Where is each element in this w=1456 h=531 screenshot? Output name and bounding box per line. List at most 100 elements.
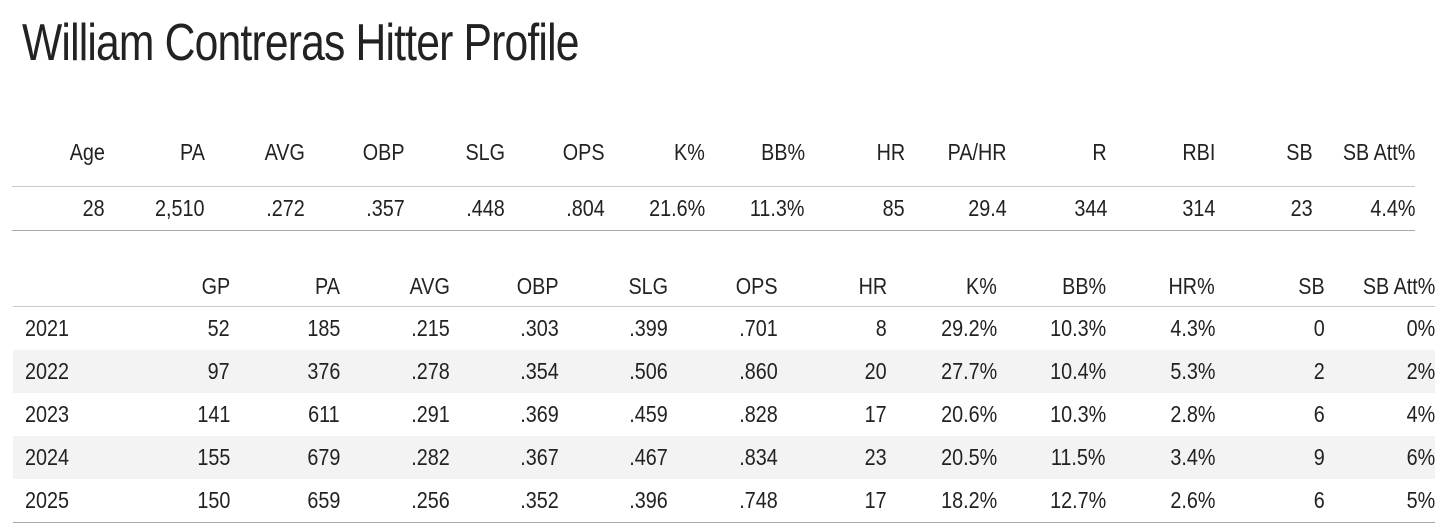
season-cell: .396 [559,479,668,523]
career-header-cell: K% [605,118,705,187]
career-value-row: 28 2,510 .272 .357 .448 .804 21.6% 11.3%… [12,186,1415,231]
season-header-cell [13,266,130,307]
season-header-cell: GP [130,266,230,307]
season-cell: 23 [778,436,887,479]
season-row: 2021 52 185 .215 .303 .399 .701 8 29.2% … [13,307,1435,351]
season-year: 2024 [13,436,130,479]
career-value-cell: 344 [1007,186,1107,231]
season-cell: .834 [668,436,778,479]
season-cell: 150 [130,479,230,523]
season-cell: .828 [739,401,778,427]
season-cell: 17 [864,401,887,427]
season-cell: 3.4% [1106,436,1215,479]
season-cell: 659 [230,479,340,523]
season-cell: 29.2% [940,315,997,341]
season-cell: 9 [1215,436,1325,479]
season-cell: .256 [340,479,450,523]
page-title: William Contreras Hitter Profile [22,14,579,72]
season-cell: .467 [559,436,668,479]
season-cell: 97 [130,350,230,393]
season-cell: 4% [1406,401,1435,427]
season-cell: 6 [1313,401,1325,427]
season-header-cell: HR% [1106,266,1215,307]
season-cell: 6% [1325,436,1435,479]
season-cell: 10.4% [997,350,1106,393]
season-cell: 20 [778,350,887,393]
season-cell: .282 [340,436,450,479]
season-cell: 17 [778,479,887,523]
career-value-cell: 28 [12,186,105,231]
season-cell: .291 [411,401,450,427]
career-value-cell: 85 [805,186,905,231]
season-cell: .215 [411,315,450,341]
season-year: 2025 [13,479,130,523]
season-cell: .748 [668,479,778,523]
season-row: 2024 155 679 .282 .367 .467 .834 23 20.5… [13,436,1435,479]
season-header-cell: AVG [340,266,450,307]
career-header-cell: SB [1215,118,1313,187]
season-header-cell: SB Att% [1325,266,1435,307]
season-header-cell: K% [887,266,997,307]
season-header-cell: OPS [668,266,778,307]
season-cell: 611 [308,401,340,427]
season-cell: 8 [875,315,887,341]
season-cell: .354 [450,350,559,393]
season-cell: 5% [1325,479,1435,523]
season-cell: 376 [230,350,340,393]
career-value-cell: 11.3% [705,186,805,231]
season-header-cell: SLG [559,266,668,307]
season-row: 2025 150 659 .256 .352 .396 .748 17 18.2… [13,479,1435,523]
season-cell: 27.7% [887,350,997,393]
season-header-cell: BB% [997,266,1106,307]
season-cell: 20.6% [940,401,997,427]
season-row: 2022 97 376 .278 .354 .506 .860 20 27.7%… [13,350,1435,393]
season-cell: 0 [1313,315,1325,341]
career-header-cell: PA [105,118,205,187]
season-cell: 6 [1215,479,1325,523]
career-header-cell: OPS [505,118,605,187]
season-cell: 10.3% [1049,401,1106,427]
career-header-cell: RBI [1107,118,1215,187]
season-cell: 52 [207,315,230,341]
season-cell: .860 [668,350,778,393]
season-cell: .369 [520,401,559,427]
career-header-cell: SLG [405,118,505,187]
career-header-cell: R [1007,118,1107,187]
career-header-cell: OBP [305,118,405,187]
career-stats-table: Age PA AVG OBP SLG OPS K% BB% HR PA/HR R… [12,118,1415,231]
career-value-cell: .357 [305,186,405,231]
career-value-cell: 21.6% [605,186,705,231]
season-cell: 5.3% [1106,350,1215,393]
career-value-cell: .272 [205,186,305,231]
season-stats-table: GP PA AVG OBP SLG OPS HR K% BB% HR% SB S… [13,266,1435,523]
season-header-row: GP PA AVG OBP SLG OPS HR K% BB% HR% SB S… [13,266,1435,307]
season-cell: .278 [340,350,450,393]
season-cell: 18.2% [887,479,997,523]
career-header-cell: BB% [705,118,805,187]
career-header-cell: HR [805,118,905,187]
career-value-cell: 4.4% [1313,186,1415,231]
season-cell: .459 [629,401,668,427]
season-cell: 2% [1325,350,1435,393]
season-header-cell: OBP [450,266,559,307]
season-cell: 2.8% [1169,401,1215,427]
season-cell: .399 [629,315,668,341]
season-year: 2022 [13,350,130,393]
season-cell: 4.3% [1169,315,1215,341]
season-cell: .506 [559,350,668,393]
career-header-cell: AVG [205,118,305,187]
career-value-cell: 29.4 [905,186,1007,231]
career-header-cell: Age [12,118,105,187]
career-value-cell: .804 [505,186,605,231]
season-header-cell: HR [778,266,887,307]
season-row: 2023 141 611 .291 .369 .459 .828 17 20.6… [13,393,1435,436]
season-cell: 12.7% [997,479,1106,523]
season-cell: 2 [1215,350,1325,393]
career-header-cell: SB Att% [1313,118,1415,187]
season-header-cell: SB [1215,266,1325,307]
season-cell: 679 [230,436,340,479]
career-value-cell: 2,510 [105,186,205,231]
season-cell: .701 [739,315,778,341]
season-cell: 2.6% [1106,479,1215,523]
season-cell: 10.3% [1049,315,1106,341]
